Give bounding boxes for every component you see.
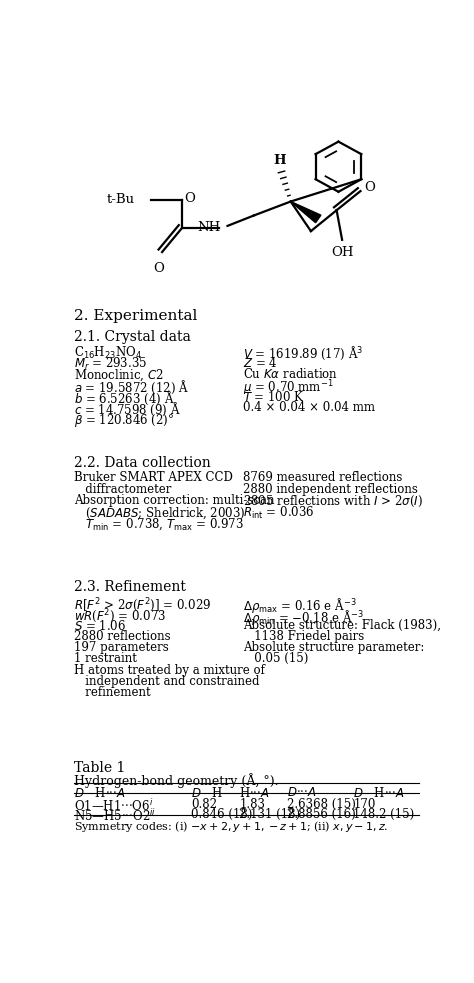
- Text: $D$—H···$A$: $D$—H···$A$: [353, 785, 405, 799]
- Text: 148.2 (15): 148.2 (15): [353, 808, 414, 821]
- Text: Absolute structure: Flack (1983),: Absolute structure: Flack (1983),: [243, 618, 441, 632]
- Text: 1 restraint: 1 restraint: [74, 653, 137, 665]
- Text: $V$ = 1619.89 (17) Å$^{3}$: $V$ = 1619.89 (17) Å$^{3}$: [243, 345, 363, 362]
- Text: 2.131 (18): 2.131 (18): [239, 808, 301, 821]
- Text: $S$ = 1.06: $S$ = 1.06: [74, 618, 126, 633]
- Text: H atoms treated by a mixture of: H atoms treated by a mixture of: [74, 664, 265, 676]
- Text: 2880 reflections: 2880 reflections: [74, 630, 171, 643]
- Text: $a$ = 19.5872 (12) Å: $a$ = 19.5872 (12) Å: [74, 378, 189, 396]
- Text: $T_{\mathrm{min}}$ = 0.738, $T_{\mathrm{max}}$ = 0.973: $T_{\mathrm{min}}$ = 0.738, $T_{\mathrm{…: [74, 516, 244, 532]
- Text: 2.2. Data collection: 2.2. Data collection: [74, 456, 211, 470]
- Text: $T$ = 100 K: $T$ = 100 K: [243, 390, 305, 404]
- Text: $\Delta\rho_{\mathrm{max}}$ = 0.16 e Å$^{-3}$: $\Delta\rho_{\mathrm{max}}$ = 0.16 e Å$^…: [243, 597, 356, 615]
- Text: $b$ = 6.5263 (4) Å: $b$ = 6.5263 (4) Å: [74, 390, 174, 407]
- Text: Bruker SMART APEX CCD: Bruker SMART APEX CCD: [74, 472, 233, 485]
- Text: $D$—H···$A$: $D$—H···$A$: [74, 785, 126, 799]
- Text: 1.83: 1.83: [239, 797, 265, 811]
- Text: Cu $K\alpha$ radiation: Cu $K\alpha$ radiation: [243, 368, 338, 381]
- Text: 170: 170: [353, 797, 375, 811]
- Text: 2.1. Crystal data: 2.1. Crystal data: [74, 330, 191, 344]
- Text: $D$···$A$: $D$···$A$: [287, 785, 317, 798]
- Text: O1—H1···O6$^{i}$: O1—H1···O6$^{i}$: [74, 797, 153, 814]
- Text: 8769 measured reflections: 8769 measured reflections: [243, 472, 402, 485]
- Text: 0.4 × 0.04 × 0.04 mm: 0.4 × 0.04 × 0.04 mm: [243, 401, 375, 414]
- Text: diffractometer: diffractometer: [74, 483, 171, 495]
- Text: H···$A$: H···$A$: [239, 785, 270, 799]
- Text: 2880 independent reflections: 2880 independent reflections: [243, 483, 418, 495]
- Text: 1138 Friedel pairs: 1138 Friedel pairs: [243, 630, 364, 643]
- Text: 0.846 (18): 0.846 (18): [191, 808, 253, 821]
- Text: $Z$ = 4: $Z$ = 4: [243, 356, 277, 371]
- Text: 2.3. Refinement: 2.3. Refinement: [74, 580, 186, 594]
- Text: 2805 reflections with $I$ > 2$\sigma$($I$): 2805 reflections with $I$ > 2$\sigma$($I…: [243, 493, 423, 509]
- Text: $\Delta\rho_{\mathrm{min}}$ = −0.18 e Å$^{-3}$: $\Delta\rho_{\mathrm{min}}$ = −0.18 e Å$…: [243, 607, 364, 626]
- Text: 2. Experimental: 2. Experimental: [74, 310, 197, 323]
- Text: $D$—H: $D$—H: [191, 785, 224, 799]
- Text: $wR$($F^{2}$) = 0.073: $wR$($F^{2}$) = 0.073: [74, 607, 166, 625]
- Text: $M_r$ = 293.35: $M_r$ = 293.35: [74, 356, 147, 373]
- Text: Table 1: Table 1: [74, 761, 125, 776]
- Text: independent and constrained: independent and constrained: [74, 674, 259, 688]
- Text: Absorption correction: multi-scan: Absorption correction: multi-scan: [74, 493, 274, 507]
- Text: 0.05 (15): 0.05 (15): [243, 653, 308, 665]
- Text: Hydrogen-bond geometry (Å, °).: Hydrogen-bond geometry (Å, °).: [74, 773, 278, 787]
- Text: 2.8856 (16): 2.8856 (16): [287, 808, 356, 821]
- Text: $R$[$F^{2}$ > 2$\sigma$($F^{2}$)] = 0.029: $R$[$F^{2}$ > 2$\sigma$($F^{2}$)] = 0.02…: [74, 597, 211, 614]
- Text: C$_{16}$H$_{23}$NO$_{4}$: C$_{16}$H$_{23}$NO$_{4}$: [74, 345, 142, 361]
- Text: N5—H5···O2$^{ii}$: N5—H5···O2$^{ii}$: [74, 808, 156, 824]
- Text: Absolute structure parameter:: Absolute structure parameter:: [243, 641, 424, 654]
- Text: $c$ = 14.7598 (9) Å: $c$ = 14.7598 (9) Å: [74, 401, 181, 418]
- Text: 0.82: 0.82: [191, 797, 218, 811]
- Text: refinement: refinement: [74, 686, 151, 699]
- Text: Monoclinic, $C$2: Monoclinic, $C$2: [74, 368, 164, 383]
- Text: 197 parameters: 197 parameters: [74, 641, 169, 654]
- Text: Symmetry codes: (i) $-x + 2, y + 1, -z + 1$; (ii) $x, y - 1, z$.: Symmetry codes: (i) $-x + 2, y + 1, -z +…: [74, 819, 388, 834]
- Text: 2.6368 (15): 2.6368 (15): [287, 797, 356, 811]
- Text: ($SADABS$; Sheldrick, 2003): ($SADABS$; Sheldrick, 2003): [74, 505, 246, 521]
- Text: $\beta$ = 120.846 (2)°: $\beta$ = 120.846 (2)°: [74, 412, 174, 430]
- Text: $R_{\mathrm{int}}$ = 0.036: $R_{\mathrm{int}}$ = 0.036: [243, 505, 314, 521]
- Text: $\mu$ = 0.70 mm$^{-1}$: $\mu$ = 0.70 mm$^{-1}$: [243, 378, 334, 398]
